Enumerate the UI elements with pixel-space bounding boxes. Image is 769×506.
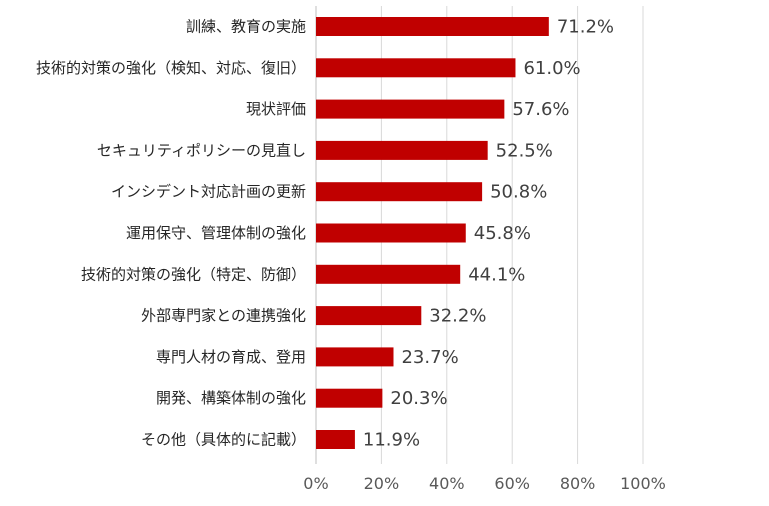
bar [316,223,466,243]
x-tick-label: 100% [620,474,666,493]
category-label: 現状評価 [246,100,306,118]
bars [316,17,549,449]
bar [316,182,483,202]
category-label: セキュリティポリシーの見直し [97,141,306,159]
bar [316,99,505,119]
bar [316,58,516,78]
category-label: 技術的対策の強化（検知、対応、復旧） [36,59,306,77]
x-axis-tick-labels: 0% 20% 40% 60% 80% 100% [303,474,666,493]
value-label: 52.5% [496,140,553,161]
value-label: 44.1% [468,264,525,285]
bar [316,17,549,36]
category-label: 運用保守、管理体制の強化 [126,224,306,242]
value-label: 61.0% [523,58,580,79]
category-label: 開発、構築体制の強化 [156,389,306,407]
bar [316,264,461,284]
category-label: 訓練、教育の実施 [186,18,306,36]
value-label: 71.2% [557,17,614,38]
category-label: 専門人材の育成、登用 [156,348,306,366]
value-labels: 71.2% 61.0% 57.6% 52.5% 50.8% 45.8% 44.1% 32.2%… [363,17,614,451]
category-label: その他（具体的に記載） [141,431,306,449]
value-label: 45.8% [474,223,531,244]
x-tick-label: 40% [429,474,465,493]
value-label: 11.9% [363,430,420,451]
x-tick-label: 0% [303,474,328,493]
x-tick-label: 60% [494,474,530,493]
bar [316,388,383,408]
value-label: 23.7% [401,347,458,368]
bar [316,306,422,326]
value-label: 50.8% [490,182,547,203]
value-label: 20.3% [390,388,447,409]
bar [316,430,355,449]
value-label: 32.2% [429,306,486,327]
category-label: 技術的対策の強化（特定、防御） [81,265,306,283]
x-tick-label: 80% [560,474,596,493]
bar [316,140,488,160]
category-label: インシデント対応計画の更新 [111,183,306,201]
value-label: 57.6% [512,99,569,120]
bar [316,347,394,367]
x-tick-label: 20% [364,474,400,493]
category-label: 外部専門家との連携強化 [141,307,306,325]
